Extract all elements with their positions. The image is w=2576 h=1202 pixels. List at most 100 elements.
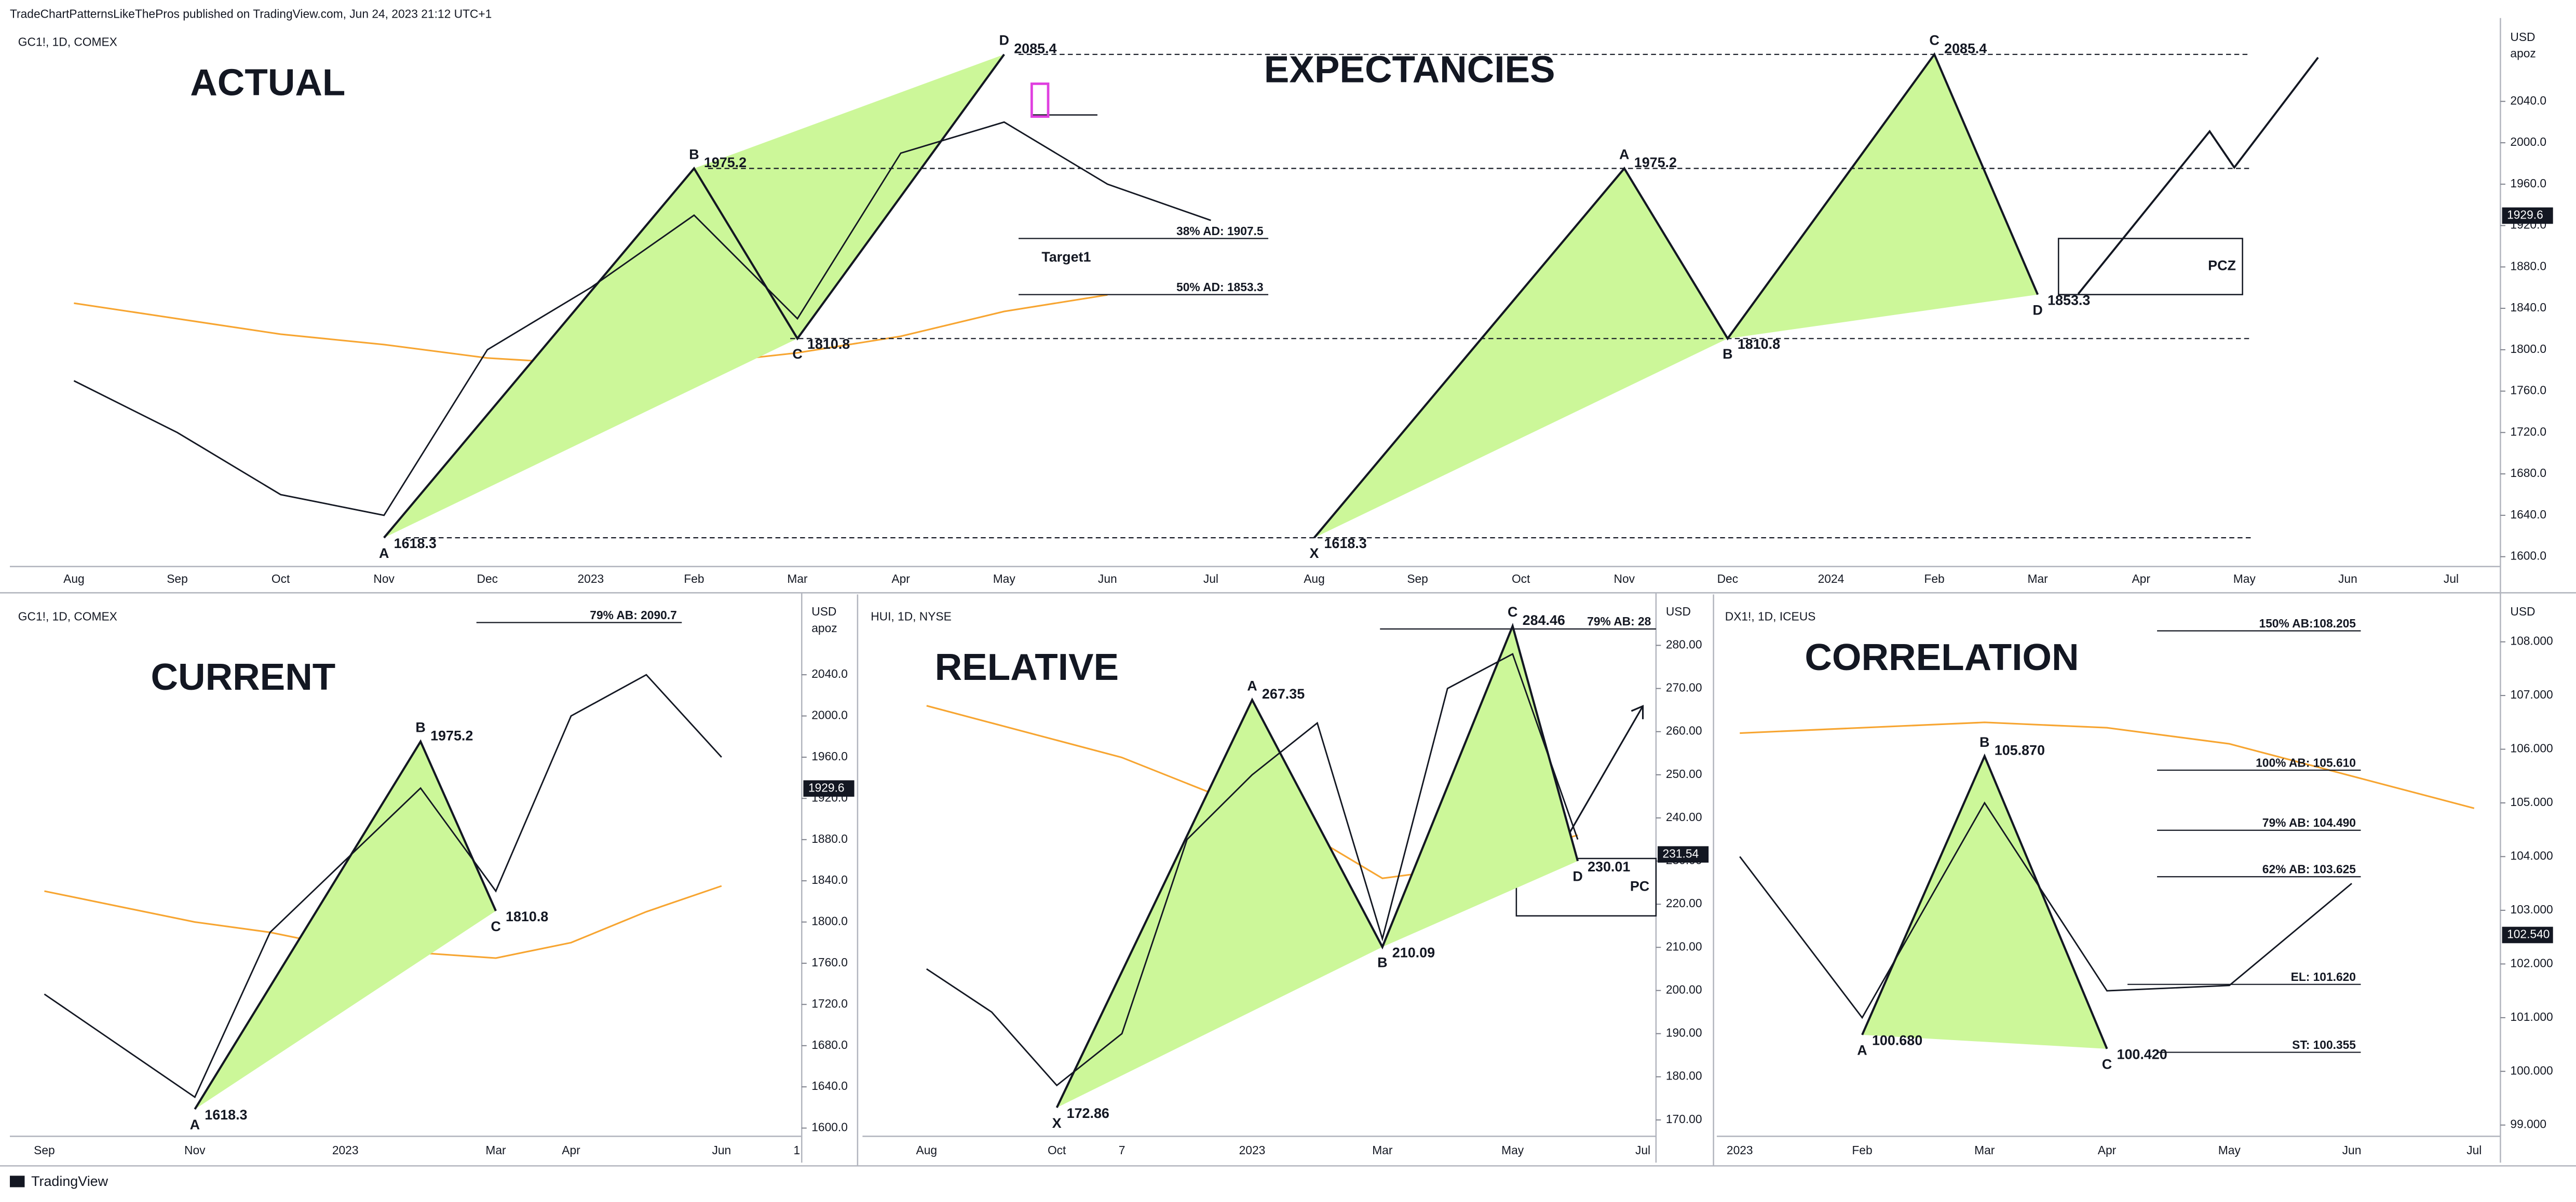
x-tick-label: 2024 bbox=[1818, 572, 1845, 585]
pattern-leg bbox=[1861, 753, 2108, 1049]
y-tick-label: 100.000 bbox=[2510, 1063, 2553, 1077]
y-tick-label: 170.00 bbox=[1666, 1112, 1702, 1126]
x-tick-label: Apr bbox=[891, 572, 910, 585]
last-price-label: 102.540 bbox=[2507, 927, 2550, 941]
y-tick-label: 240.00 bbox=[1666, 810, 1702, 824]
pattern-leg bbox=[1055, 623, 1579, 1108]
x-tick-label: Mar bbox=[2028, 572, 2049, 585]
y-tick-label: 105.000 bbox=[2510, 795, 2553, 809]
y-tick-label: 104.000 bbox=[2510, 849, 2553, 862]
pattern-value-label: 1810.8 bbox=[506, 909, 548, 924]
x-tick-label: Apr bbox=[2098, 1143, 2117, 1157]
x-tick-label: Feb bbox=[1924, 572, 1944, 585]
level-label: 79% AB: 28 bbox=[1587, 614, 1651, 628]
x-tick-label: Jun bbox=[1098, 572, 1117, 585]
x-tick-label: Dec bbox=[1717, 572, 1739, 585]
y-tick-label: 102.000 bbox=[2510, 956, 2553, 969]
panel-title: ACTUAL bbox=[190, 62, 345, 104]
y-tick-label: 1680.0 bbox=[811, 1038, 848, 1051]
x-tick-label: 2023 bbox=[578, 572, 604, 585]
x-tick-label: May bbox=[993, 572, 1016, 585]
x-tick-label: 2023 bbox=[1727, 1143, 1753, 1157]
y-tick-label: 2040.0 bbox=[2510, 93, 2546, 107]
pattern-fill bbox=[1727, 54, 2038, 339]
x-tick-label: Sep bbox=[167, 572, 188, 585]
x-tick-label: Mar bbox=[1372, 1143, 1393, 1157]
pattern-point-label: C bbox=[1929, 33, 1939, 48]
y-tick-label: 108.000 bbox=[2510, 634, 2553, 648]
y-tick-label: 2000.0 bbox=[811, 708, 848, 722]
pattern-value-label: 1975.2 bbox=[1634, 155, 1677, 170]
pattern-fill bbox=[1314, 168, 1728, 538]
x-tick-label: Jun bbox=[2338, 572, 2357, 585]
x-tick-label: 1 bbox=[793, 1143, 800, 1157]
zone-label: PC bbox=[1630, 878, 1649, 894]
pattern-point-label: C bbox=[1508, 604, 1517, 620]
unit: apoz bbox=[811, 621, 837, 635]
y-tick-label: 1640.0 bbox=[2510, 508, 2546, 521]
y-tick-label: 1680.0 bbox=[2510, 466, 2546, 480]
level-label: 100% AB: 105.610 bbox=[2256, 756, 2356, 769]
pattern-value-label: 230.01 bbox=[1588, 859, 1630, 875]
panel-title: CURRENT bbox=[151, 656, 335, 698]
pattern-leg bbox=[383, 53, 1005, 539]
y-tick-label: 260.00 bbox=[1666, 724, 1702, 737]
level-label: 38% AD: 1907.5 bbox=[1176, 224, 1264, 238]
annotation: EXPECTANCIES bbox=[1264, 48, 1555, 90]
symbol: HUI, 1D, NYSE bbox=[871, 610, 952, 623]
y-tick-label: 1800.0 bbox=[2510, 342, 2546, 356]
x-tick-label: 2023 bbox=[332, 1143, 359, 1157]
y-tick-label: 1720.0 bbox=[811, 996, 848, 1010]
x-tick-label: Oct bbox=[1048, 1143, 1066, 1157]
pattern-point-label: A bbox=[1619, 146, 1629, 162]
last-price-label: 1929.6 bbox=[808, 781, 845, 794]
arrow-head bbox=[1631, 705, 1644, 719]
x-tick-label: May bbox=[2233, 572, 2256, 585]
level-label: 79% AB: 104.490 bbox=[2262, 816, 2356, 829]
y-tick-label: 200.00 bbox=[1666, 982, 1702, 996]
x-tick-label: Mar bbox=[1974, 1143, 1995, 1157]
y-tick-label: 220.00 bbox=[1666, 896, 1702, 910]
level-label: 62% AB: 103.625 bbox=[2262, 863, 2356, 876]
pattern-value-label: 105.870 bbox=[1995, 743, 2045, 758]
currency: USD bbox=[2510, 605, 2535, 618]
x-tick-label: Feb bbox=[1852, 1143, 1872, 1157]
pattern-point-label: C bbox=[2102, 1057, 2112, 1072]
x-tick-label: Apr bbox=[562, 1143, 580, 1157]
y-tick-label: 180.00 bbox=[1666, 1069, 1702, 1083]
level-label: ST: 100.355 bbox=[2292, 1038, 2356, 1051]
pattern-point-label: B bbox=[415, 720, 425, 735]
price-line bbox=[926, 653, 1579, 1087]
level-label: EL: 101.620 bbox=[2291, 970, 2356, 984]
pattern-point-label: A bbox=[1247, 678, 1257, 693]
x-tick-label: Sep bbox=[1407, 572, 1428, 585]
y-tick-label: 1720.0 bbox=[2510, 425, 2546, 438]
pattern-value-label: 1975.2 bbox=[704, 155, 747, 170]
x-tick-label: Dec bbox=[477, 572, 498, 585]
pattern-point-label: A bbox=[190, 1117, 200, 1132]
last-price-tag bbox=[2502, 207, 2553, 224]
last-price-label: 1929.6 bbox=[2507, 208, 2543, 221]
y-tick-label: 270.00 bbox=[1666, 681, 1702, 694]
pattern-point-label: D bbox=[1572, 869, 1582, 884]
currency: USD bbox=[2510, 30, 2535, 44]
y-tick-label: 1640.0 bbox=[811, 1079, 848, 1092]
x-tick-label: Jun bbox=[2342, 1143, 2362, 1157]
x-tick-label: Jul bbox=[2444, 572, 2459, 585]
pattern-value-label: 1975.2 bbox=[430, 728, 473, 743]
pattern-fill bbox=[195, 741, 496, 1110]
last-price-tag bbox=[803, 780, 855, 797]
price-line bbox=[44, 674, 722, 1099]
pattern-fill bbox=[1382, 626, 1578, 947]
last-price-label: 231.54 bbox=[1663, 846, 1699, 860]
highlight-box bbox=[1030, 82, 1050, 118]
y-tick-label: 280.00 bbox=[1666, 637, 1702, 651]
y-tick-label: 1600.0 bbox=[811, 1121, 848, 1134]
annotation: Target1 bbox=[1041, 249, 1091, 265]
y-tick-label: 1960.0 bbox=[811, 749, 848, 763]
symbol: GC1!, 1D, COMEX bbox=[18, 35, 117, 48]
pattern-value-label: 210.09 bbox=[1392, 945, 1435, 960]
